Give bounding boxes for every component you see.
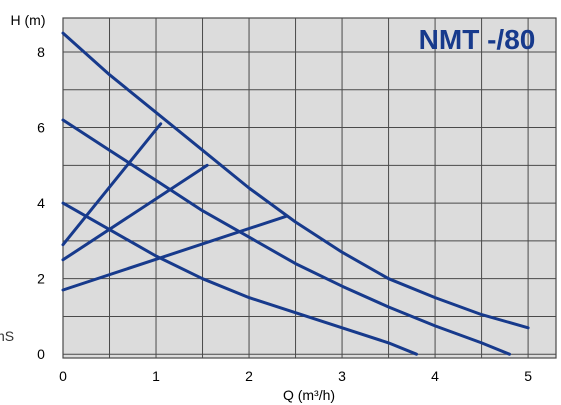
horizontal-gridlines bbox=[63, 51, 556, 355]
y-tick-label: 4 bbox=[37, 195, 45, 211]
x-tick-label: 2 bbox=[245, 368, 253, 384]
curve-3 bbox=[61, 201, 418, 356]
curve-1 bbox=[61, 31, 530, 330]
plot-area bbox=[62, 17, 557, 359]
x-tick-labels: 0 1 2 3 4 5 bbox=[59, 368, 532, 384]
edge-cropped-text: nS bbox=[0, 328, 14, 344]
x-tick-label: 0 bbox=[59, 368, 67, 384]
y-axis-title: H (m) bbox=[11, 12, 46, 28]
y-tick-label: 6 bbox=[37, 120, 45, 136]
x-tick-label: 1 bbox=[152, 368, 160, 384]
y-tick-label: 2 bbox=[37, 271, 45, 287]
curve-2 bbox=[61, 118, 511, 356]
y-tick-labels: 0 2 4 6 8 bbox=[37, 44, 45, 362]
y-tick-label: 0 bbox=[37, 346, 45, 362]
curve-4 bbox=[61, 122, 163, 247]
x-tick-label: 4 bbox=[431, 368, 439, 384]
y-tick-label: 8 bbox=[37, 44, 45, 60]
x-tick-label: 5 bbox=[524, 368, 532, 384]
curve-5 bbox=[61, 163, 209, 262]
x-axis-title: Q (m³/h) bbox=[283, 387, 335, 403]
chart-title: NMT -/80 bbox=[419, 24, 536, 55]
curve-6 bbox=[61, 214, 288, 292]
curve-group bbox=[61, 31, 530, 356]
x-tick-label: 3 bbox=[338, 368, 346, 384]
